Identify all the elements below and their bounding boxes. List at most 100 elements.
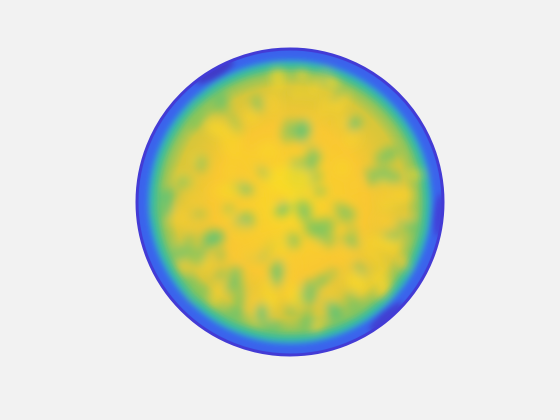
texture-patch	[242, 151, 258, 170]
texture-patch	[313, 320, 320, 335]
texture-patch	[210, 282, 225, 308]
texture-patch	[166, 242, 193, 260]
texture-patch	[225, 124, 244, 148]
heatmap-texture	[136, 48, 444, 356]
texture-patch	[151, 189, 178, 202]
texture-patch	[227, 170, 248, 185]
texture-patch	[281, 246, 290, 270]
texture-patch	[286, 304, 296, 318]
texture-patch	[256, 165, 270, 179]
texture-patch	[373, 212, 397, 230]
texture-patch	[264, 235, 275, 260]
texture-patch	[270, 63, 285, 91]
texture-patch	[362, 235, 378, 253]
texture-patch	[341, 130, 361, 149]
texture-patch	[348, 116, 362, 131]
heatmap-edge	[135, 47, 445, 357]
texture-patch	[293, 119, 312, 143]
texture-patch	[391, 211, 416, 222]
heatmap-disk	[135, 47, 445, 357]
texture-patch	[174, 175, 192, 189]
texture-patch	[376, 261, 389, 277]
texture-patch	[211, 86, 229, 112]
texture-patch	[191, 211, 208, 218]
texture-patch	[331, 86, 346, 102]
texture-patch	[347, 226, 359, 236]
texture-patch	[336, 245, 356, 262]
texture-patch	[207, 97, 224, 115]
texture-patch	[306, 150, 321, 175]
texture-patch	[375, 146, 401, 164]
heatmap-core	[268, 166, 312, 194]
texture-patch	[312, 128, 330, 148]
texture-patch	[200, 233, 225, 247]
texture-patch	[221, 135, 242, 161]
texture-patch	[275, 202, 291, 217]
texture-patch	[328, 267, 338, 278]
texture-patch	[223, 162, 236, 175]
texture-patch	[330, 100, 343, 114]
texture-patch	[322, 232, 338, 249]
texture-patch	[318, 92, 330, 120]
texture-patch	[376, 189, 390, 204]
texture-patch	[364, 250, 386, 265]
texture-patch	[205, 120, 231, 139]
texture-patch	[269, 193, 288, 203]
texture-patch	[345, 292, 362, 318]
texture-patch	[334, 159, 351, 176]
texture-patch	[214, 248, 226, 261]
texture-patch	[262, 142, 278, 160]
texture-patch	[315, 274, 330, 287]
texture-patch	[186, 194, 202, 205]
texture-patch	[287, 286, 306, 308]
texture-patch	[380, 170, 403, 183]
texture-patch	[227, 111, 242, 134]
texture-patch	[308, 81, 319, 100]
texture-patch	[255, 146, 265, 158]
texture-patch	[219, 182, 242, 199]
texture-patch	[274, 262, 285, 289]
texture-patch	[324, 287, 337, 306]
texture-patch	[370, 271, 392, 293]
texture-patch	[310, 220, 324, 235]
texture-patch	[251, 94, 264, 113]
texture-patch	[291, 87, 304, 98]
texture-patch	[374, 234, 395, 253]
texture-patch	[297, 66, 308, 83]
texture-patch	[228, 265, 242, 283]
texture-patch	[333, 203, 357, 217]
texture-patch	[298, 208, 311, 221]
texture-patch	[345, 179, 363, 192]
texture-patch	[281, 117, 295, 144]
texture-patch	[232, 294, 246, 307]
texture-patch	[342, 234, 360, 249]
texture-patch	[180, 221, 200, 231]
rim-low-region	[369, 302, 404, 332]
texture-patch	[336, 117, 347, 128]
texture-patch	[264, 319, 281, 336]
texture-patch	[254, 303, 269, 324]
texture-patch	[301, 279, 319, 306]
rim-low-region	[195, 59, 235, 85]
texture-patch	[186, 113, 203, 130]
heatmap-rim-inner	[149, 61, 431, 343]
texture-patch	[249, 242, 264, 261]
texture-patch	[389, 237, 402, 251]
texture-patch	[216, 269, 225, 281]
texture-patch	[234, 246, 251, 261]
texture-patch	[167, 210, 191, 228]
texture-patch	[346, 272, 369, 294]
texture-patch	[299, 310, 316, 335]
texture-patch	[303, 143, 316, 166]
texture-patch	[311, 173, 322, 181]
texture-patch	[233, 221, 249, 238]
texture-patch	[313, 188, 327, 195]
texture-patch	[328, 303, 343, 316]
texture-patch	[261, 276, 274, 299]
texture-patch	[185, 251, 203, 267]
texture-patch	[326, 75, 339, 90]
texture-patch	[264, 92, 282, 116]
texture-patch	[367, 166, 391, 186]
